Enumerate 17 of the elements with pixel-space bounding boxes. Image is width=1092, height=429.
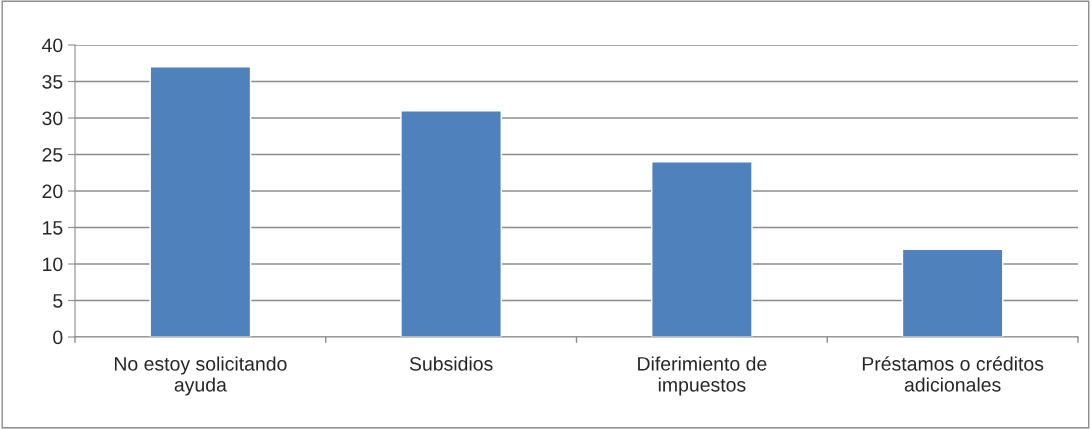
y-tick-label: 30 bbox=[42, 111, 63, 126]
y-tick-label: 15 bbox=[43, 221, 63, 235]
x-tick-label: Diferimiento de impuestos bbox=[638, 356, 767, 396]
y-tick-label: 25 bbox=[42, 147, 63, 162]
bar bbox=[901, 248, 1004, 337]
y-tick-label: 10 bbox=[43, 257, 63, 272]
y-tick-label: 40 bbox=[42, 38, 63, 53]
bar bbox=[149, 66, 252, 337]
y-tick-label: 5 bbox=[53, 294, 63, 308]
x-tick-label: Subsidios bbox=[409, 356, 493, 371]
x-tick-label: No estoy solicitando ayuda bbox=[114, 356, 287, 396]
y-tick-label: 35 bbox=[42, 74, 63, 89]
y-tick-label: 20 bbox=[42, 184, 63, 199]
x-tick-label: Préstamos o créditos adicionales bbox=[862, 356, 1044, 392]
bar bbox=[400, 110, 502, 337]
bar bbox=[651, 161, 753, 337]
y-tick-label: 0 bbox=[53, 330, 63, 345]
